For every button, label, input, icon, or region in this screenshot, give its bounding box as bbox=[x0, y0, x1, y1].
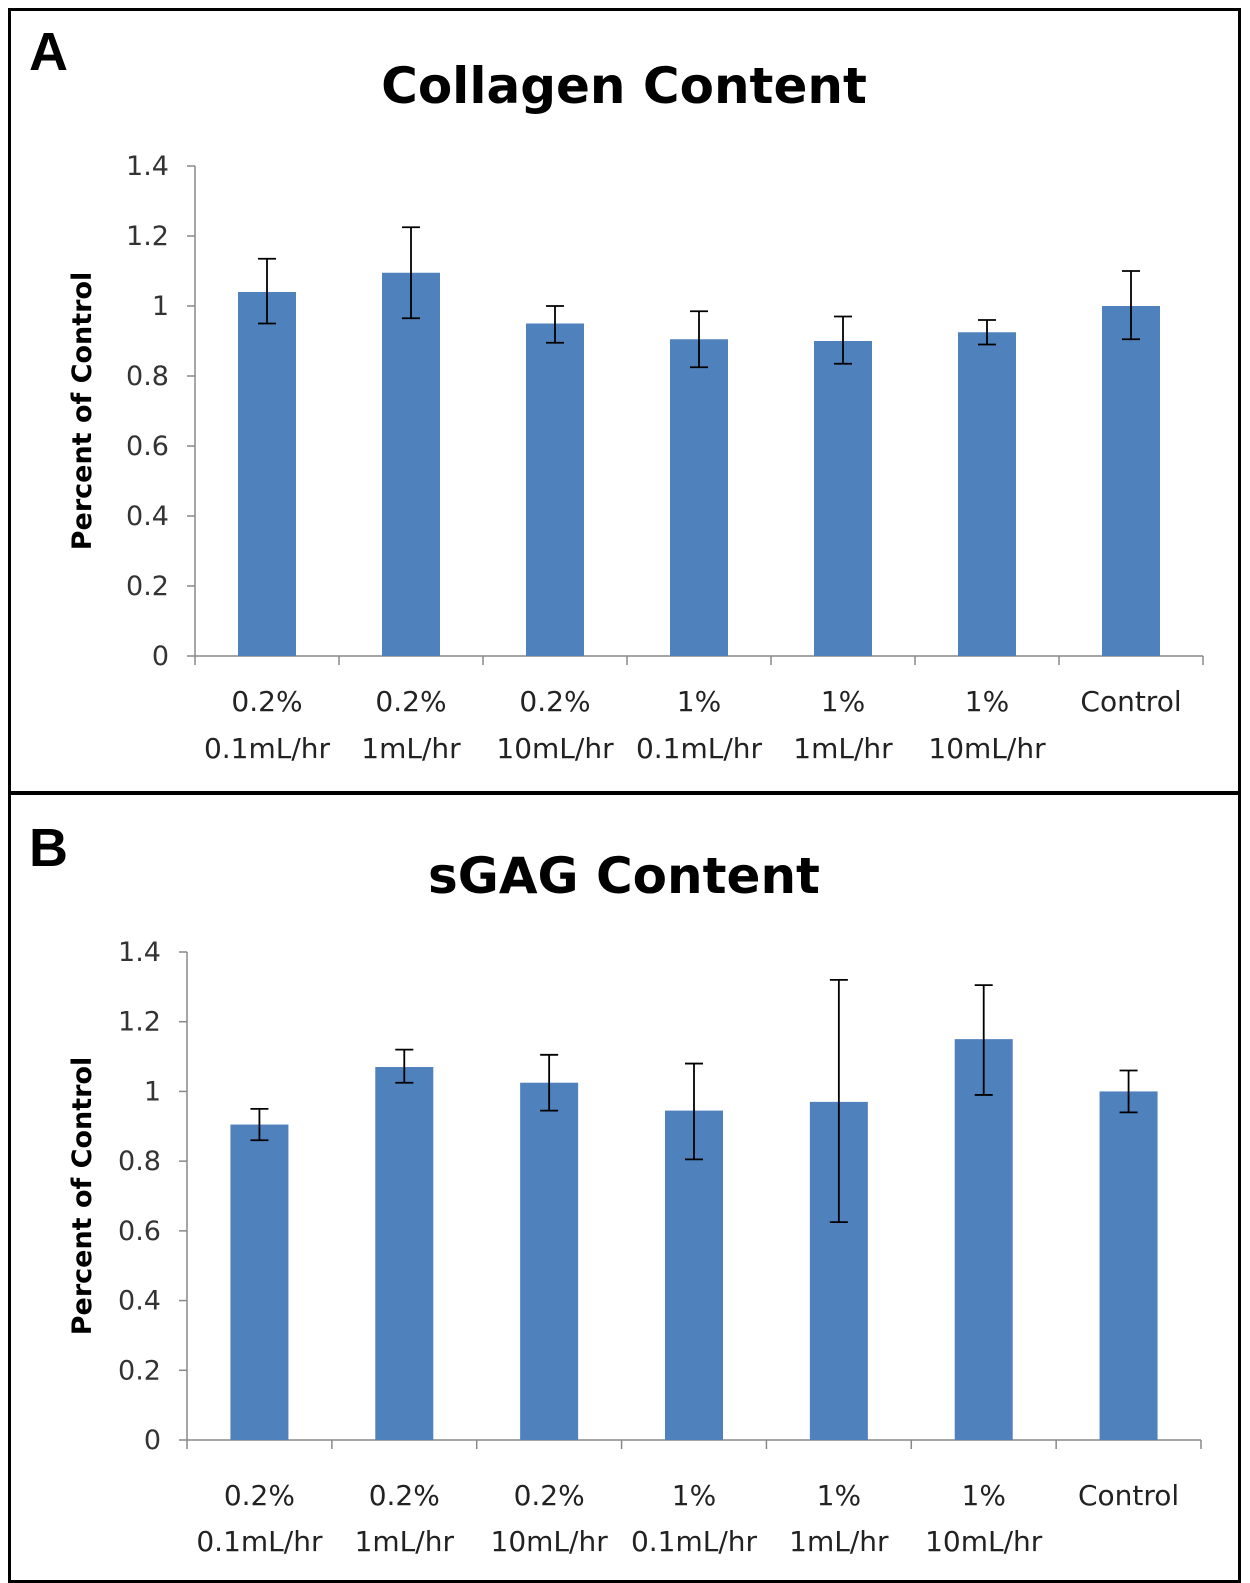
panel-b: B sGAG Content Percent of Control 0 0.2 0.4 0… bbox=[11, 795, 1238, 1583]
sgag-chart: sGAG Content Percent of Control 0 0.2 0.4 0.6… bbox=[67, 847, 1202, 1558]
bar bbox=[665, 1110, 723, 1440]
category-label-line2: 10mL/hr bbox=[491, 1525, 609, 1558]
category-label-line2: 0.1mL/hr bbox=[204, 732, 331, 765]
collagen-chart: Collagen Content Percent of Control 0 0.2 0.… bbox=[67, 57, 1204, 765]
category-label-line1: 0.2% bbox=[375, 685, 446, 718]
bar bbox=[958, 332, 1016, 656]
bar bbox=[670, 339, 728, 656]
bar bbox=[230, 1124, 289, 1440]
y-tick-label: 0 bbox=[152, 641, 169, 672]
panel-divider bbox=[11, 791, 1238, 795]
y-tick-label: 1.4 bbox=[118, 937, 161, 968]
bar bbox=[375, 1067, 434, 1440]
category-label-line2: 0.1mL/hr bbox=[631, 1525, 758, 1558]
y-tick-label: 0.4 bbox=[126, 501, 169, 532]
bar bbox=[954, 1039, 1013, 1440]
category-label-line1: 1% bbox=[965, 685, 1009, 718]
category-label-line2: 10mL/hr bbox=[925, 1525, 1043, 1558]
y-tick-label: 1.4 bbox=[126, 151, 169, 182]
bar bbox=[814, 341, 872, 656]
y-tick-label: 1.2 bbox=[126, 221, 169, 252]
y-tick-label: 0.4 bbox=[118, 1286, 161, 1317]
category-label-line1: 1% bbox=[672, 1479, 716, 1512]
category-label-line1: 1% bbox=[817, 1479, 861, 1512]
y-tick-label: 0 bbox=[144, 1425, 161, 1456]
bar bbox=[382, 272, 440, 656]
bar bbox=[1099, 1091, 1158, 1440]
y-tick-label: 0.6 bbox=[118, 1216, 161, 1247]
chart-title: sGAG Content bbox=[428, 847, 820, 905]
category-label-line1: Control bbox=[1080, 685, 1181, 718]
category-label-line2: 1mL/hr bbox=[793, 732, 893, 765]
y-tick-label: 0.6 bbox=[126, 431, 169, 462]
panel-label-b: B bbox=[29, 818, 68, 878]
panel-a: A Collagen Content Percent of Control 0 0.2… bbox=[11, 11, 1238, 791]
panel-label-a: A bbox=[29, 22, 68, 82]
figure: A Collagen Content Percent of Control 0 0.2… bbox=[8, 8, 1241, 1583]
y-tick-label: 0.8 bbox=[126, 361, 169, 392]
bar bbox=[520, 1082, 579, 1440]
category-label-line2: 1mL/hr bbox=[789, 1525, 889, 1558]
category-label-line2: 10mL/hr bbox=[496, 732, 614, 765]
y-axis-label: Percent of Control bbox=[67, 1057, 98, 1336]
y-tick-label: 0.2 bbox=[126, 571, 169, 602]
category-label-line1: 0.2% bbox=[369, 1479, 440, 1512]
category-label-line1: 1% bbox=[821, 685, 865, 718]
category-label-line1: 1% bbox=[962, 1479, 1006, 1512]
category-label-line1: 0.2% bbox=[519, 685, 590, 718]
category-label-line2: 0.1mL/hr bbox=[196, 1525, 323, 1558]
category-label-line1: 0.2% bbox=[514, 1479, 585, 1512]
category-label-line1: 0.2% bbox=[224, 1479, 295, 1512]
category-label-line2: 1mL/hr bbox=[355, 1525, 455, 1558]
bar bbox=[526, 323, 584, 656]
category-label-line2: 10mL/hr bbox=[928, 732, 1046, 765]
category-label-line1: 1% bbox=[677, 685, 721, 718]
bar bbox=[1102, 306, 1160, 656]
y-axis-label: Percent of Control bbox=[67, 272, 98, 551]
category-label-line1: Control bbox=[1078, 1479, 1179, 1512]
chart-title: Collagen Content bbox=[381, 57, 867, 115]
category-label-line1: 0.2% bbox=[231, 685, 302, 718]
y-tick-label: 1.2 bbox=[118, 1007, 161, 1038]
category-label-line2: 0.1mL/hr bbox=[636, 732, 763, 765]
y-tick-label: 0.2 bbox=[118, 1355, 161, 1386]
category-label-line2: 1mL/hr bbox=[361, 732, 461, 765]
y-tick-label: 0.8 bbox=[118, 1146, 161, 1177]
y-tick-label: 1 bbox=[152, 291, 169, 322]
bar bbox=[238, 292, 296, 656]
y-tick-label: 1 bbox=[144, 1076, 161, 1107]
